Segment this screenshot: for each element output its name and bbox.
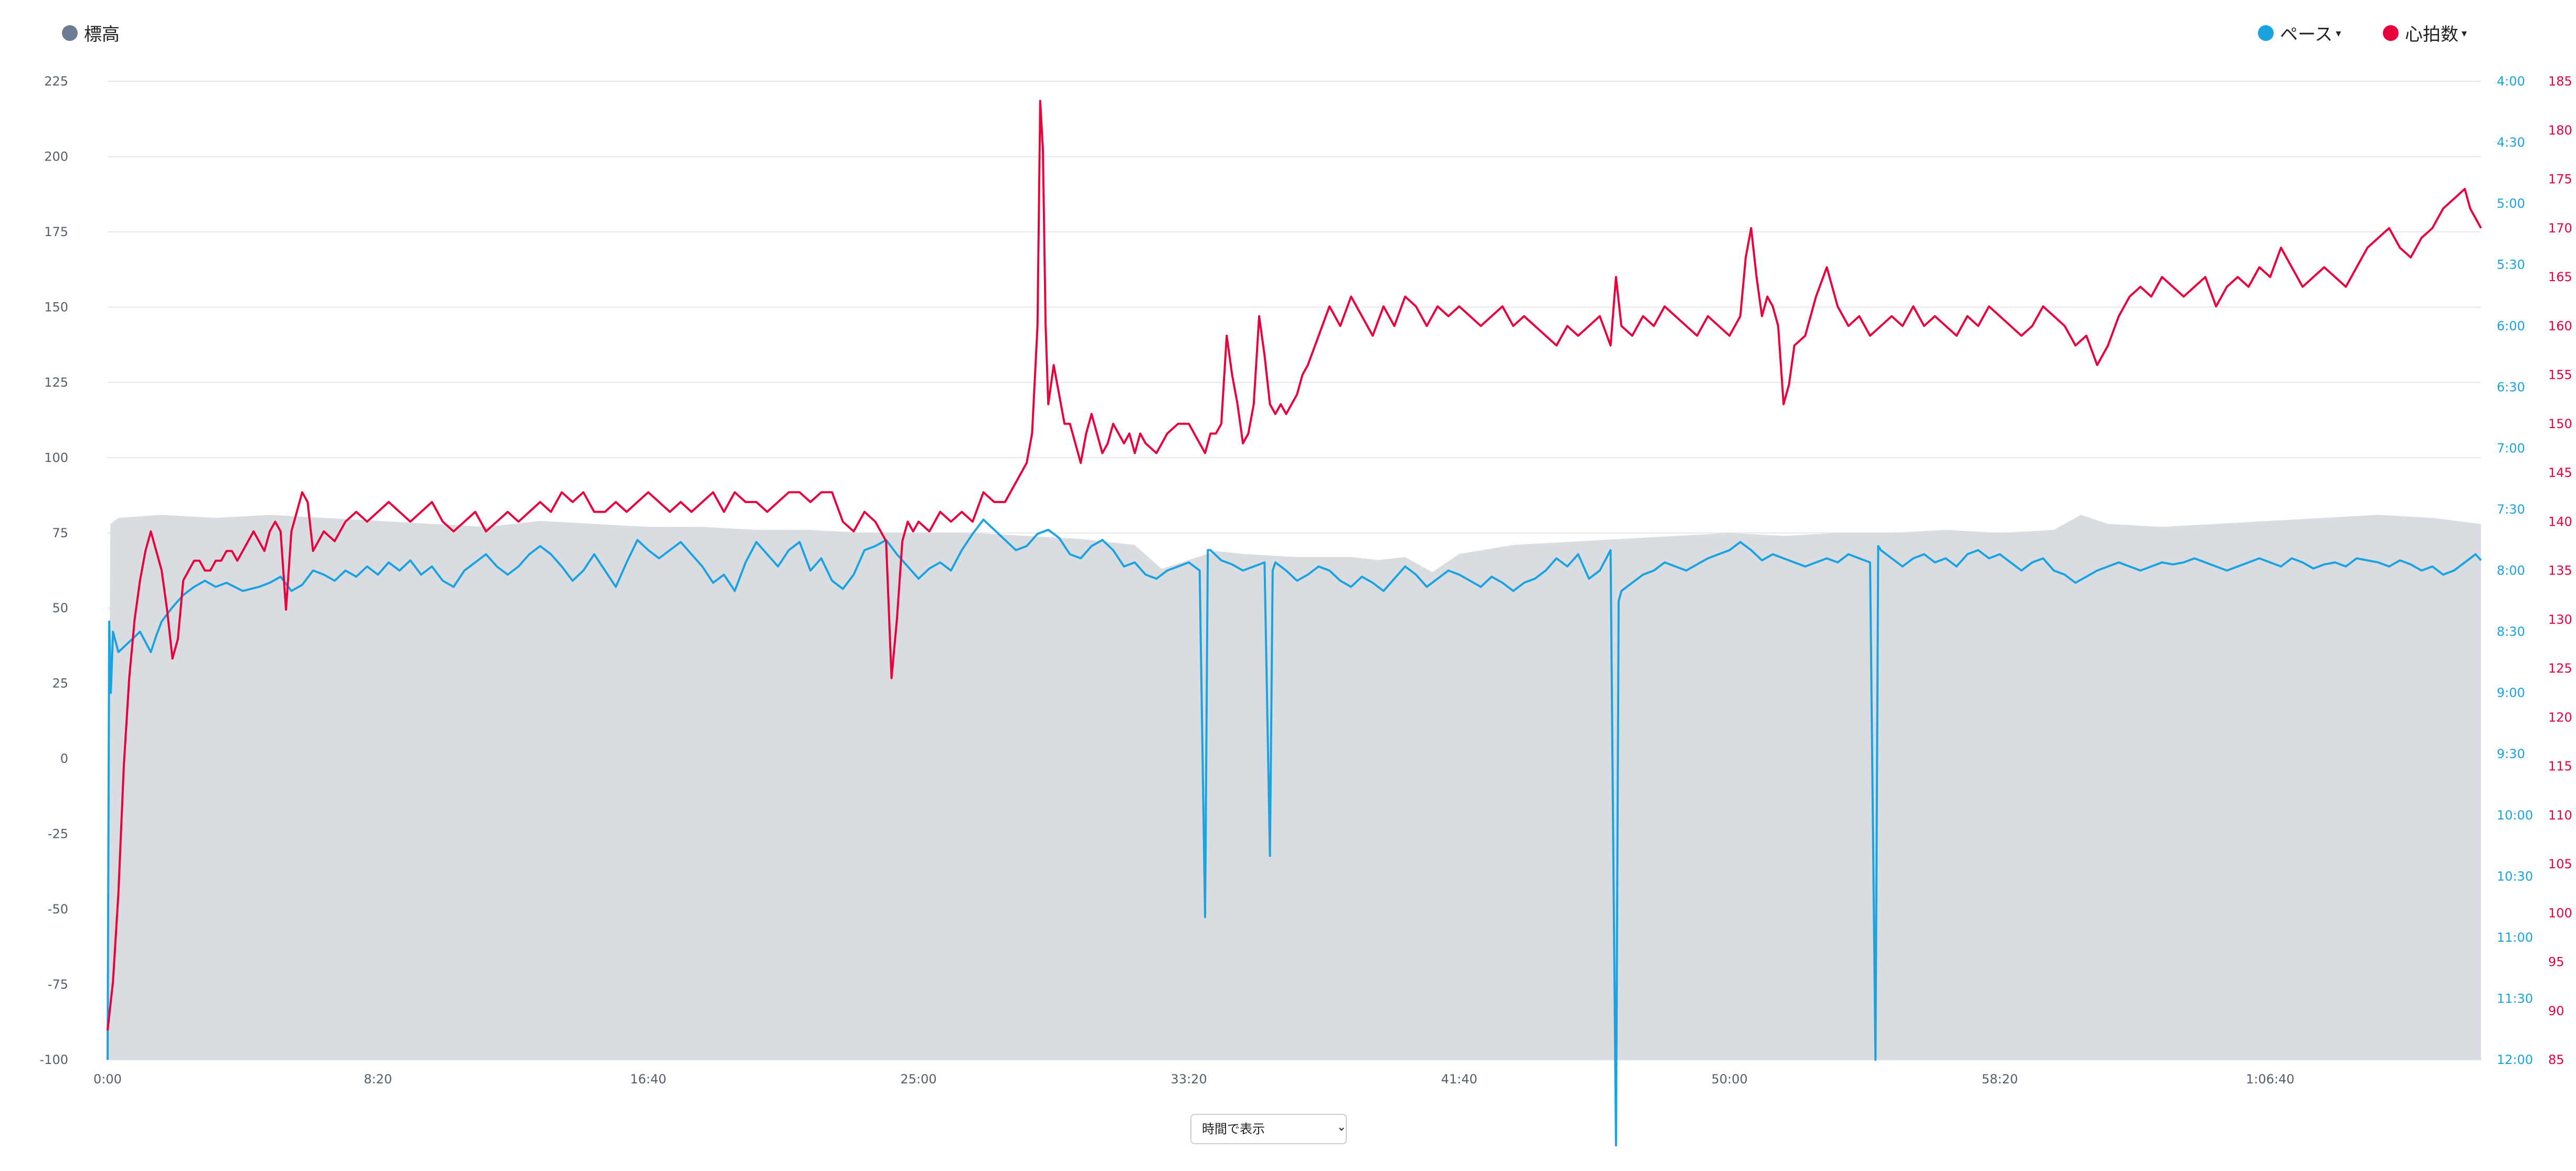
pace-tick-label: 8:00 [2497,563,2525,578]
elevation-tick-label: 50 [52,601,68,615]
elevation-tick-label: 75 [52,526,68,540]
elevation-tick-label: -25 [48,827,68,842]
time-tick-label: 33:20 [1171,1072,1207,1087]
pace-tick-label: 11:30 [2497,991,2533,1006]
elevation-tick-label: 125 [44,375,68,390]
heart-rate-tick-label: 150 [2548,417,2572,431]
elevation-tick-label: -75 [48,977,68,992]
pace-axis-labels: 4:00 4:30 5:00 5:30 6:00 6:30 7:00 7:30 8:00 8:30… [2497,74,2533,1067]
elevation-tick-label: 175 [44,225,68,239]
pace-tick-label: 9:30 [2497,747,2525,761]
chevron-down-icon: ▾ [2336,26,2341,39]
heart-rate-tick-label: 130 [2548,612,2572,627]
pace-tick-label: 4:00 [2497,74,2525,89]
elevation-layer [108,515,2481,1060]
heart-rate-tick-label: 100 [2548,906,2572,920]
pace-layer [107,518,2482,1147]
elevation-tick-label: 150 [44,300,68,314]
heart-rate-tick-label: 170 [2548,221,2572,236]
time-axis-labels: 0:00 8:20 16:40 25:00 33:20 41:40 50:00 58:20 1:… [93,1072,2294,1087]
heart-rate-tick-label: 85 [2548,1052,2564,1067]
heart-rate-tick-label: 160 [2548,318,2572,333]
elevation-tick-label: 200 [44,149,68,164]
heart-rate-tick-label: 165 [2548,270,2572,284]
elevation-tick-label: -100 [40,1052,68,1067]
legend-elevation-label: 標高 [84,24,120,45]
elevation-tick-label: 25 [52,676,68,691]
pace-tick-label: 5:00 [2497,196,2525,211]
heart-rate-tick-label: 110 [2548,808,2572,823]
pace-tick-label: 6:00 [2497,318,2525,333]
display-mode-select[interactable]: 時間で表示 [1190,1114,1347,1144]
heart-rate-tick-label: 180 [2548,123,2572,137]
pace-tick-label: 10:00 [2497,808,2533,823]
time-tick-label: 25:00 [901,1072,937,1087]
pace-tick-label: 12:00 [2497,1052,2533,1067]
legend-pace-label: ペース [2280,24,2333,45]
heart-rate-tick-label: 135 [2548,563,2572,578]
heart-rate-tick-label: 95 [2548,955,2564,970]
legend-heart-rate[interactable]: 心拍数 ▾ [2383,20,2467,46]
legend-pace[interactable]: ペース ▾ [2258,20,2341,46]
pace-line [107,518,2482,1147]
time-tick-label: 8:20 [364,1072,392,1087]
time-tick-label: 0:00 [93,1072,122,1087]
time-tick-label: 58:20 [1982,1072,2018,1087]
heart-rate-dot-icon [2383,25,2399,41]
pace-tick-label: 11:00 [2497,930,2533,945]
elevation-dot-icon [62,25,78,41]
heart-rate-tick-label: 125 [2548,661,2572,676]
elevation-tick-label: -50 [48,902,68,917]
heart-rate-line [107,100,2482,1031]
pace-tick-label: 8:30 [2497,624,2525,639]
heart-rate-tick-label: 145 [2548,465,2572,480]
heart-rate-tick-label: 90 [2548,1004,2564,1018]
chevron-down-icon: ▾ [2462,26,2467,39]
heart-rate-tick-label: 175 [2548,172,2572,187]
heart-rate-tick-label: 185 [2548,74,2572,89]
pace-tick-label: 6:30 [2497,380,2525,395]
elevation-axis-labels: 225 200 175 150 125 100 75 50 25 0 -25 -50 -75 -100 [40,74,68,1067]
time-tick-label: 41:40 [1441,1072,1477,1087]
pace-tick-label: 7:00 [2497,441,2525,455]
time-tick-label: 1:06:40 [2246,1072,2295,1087]
heart-rate-tick-label: 155 [2548,368,2572,382]
legend-elevation[interactable]: 標高 [62,20,120,46]
pace-tick-label: 5:30 [2497,258,2525,272]
heart-rate-axis-labels: 185 180 175 170 165 160 155 150 145 140 135 130 125 1… [2548,74,2572,1067]
pace-tick-label: 10:30 [2497,869,2533,883]
pace-tick-label: 4:30 [2497,135,2525,150]
heart-rate-tick-label: 115 [2548,759,2572,774]
pace-tick-label: 9:00 [2497,686,2525,700]
elevation-tick-label: 100 [44,450,68,465]
pace-dot-icon [2258,25,2274,41]
heart-rate-tick-label: 140 [2548,514,2572,529]
heart-rate-layer [107,100,2482,1031]
elevation-tick-label: 225 [44,74,68,89]
elevation-area [108,515,2481,1060]
elevation-tick-label: 0 [60,751,68,766]
heart-rate-tick-label: 120 [2548,710,2572,725]
legend-heart-rate-label: 心拍数 [2405,24,2458,45]
pace-tick-label: 7:30 [2497,502,2525,517]
heart-rate-tick-label: 105 [2548,857,2572,871]
time-tick-label: 16:40 [630,1072,666,1087]
time-tick-label: 50:00 [1712,1072,1748,1087]
